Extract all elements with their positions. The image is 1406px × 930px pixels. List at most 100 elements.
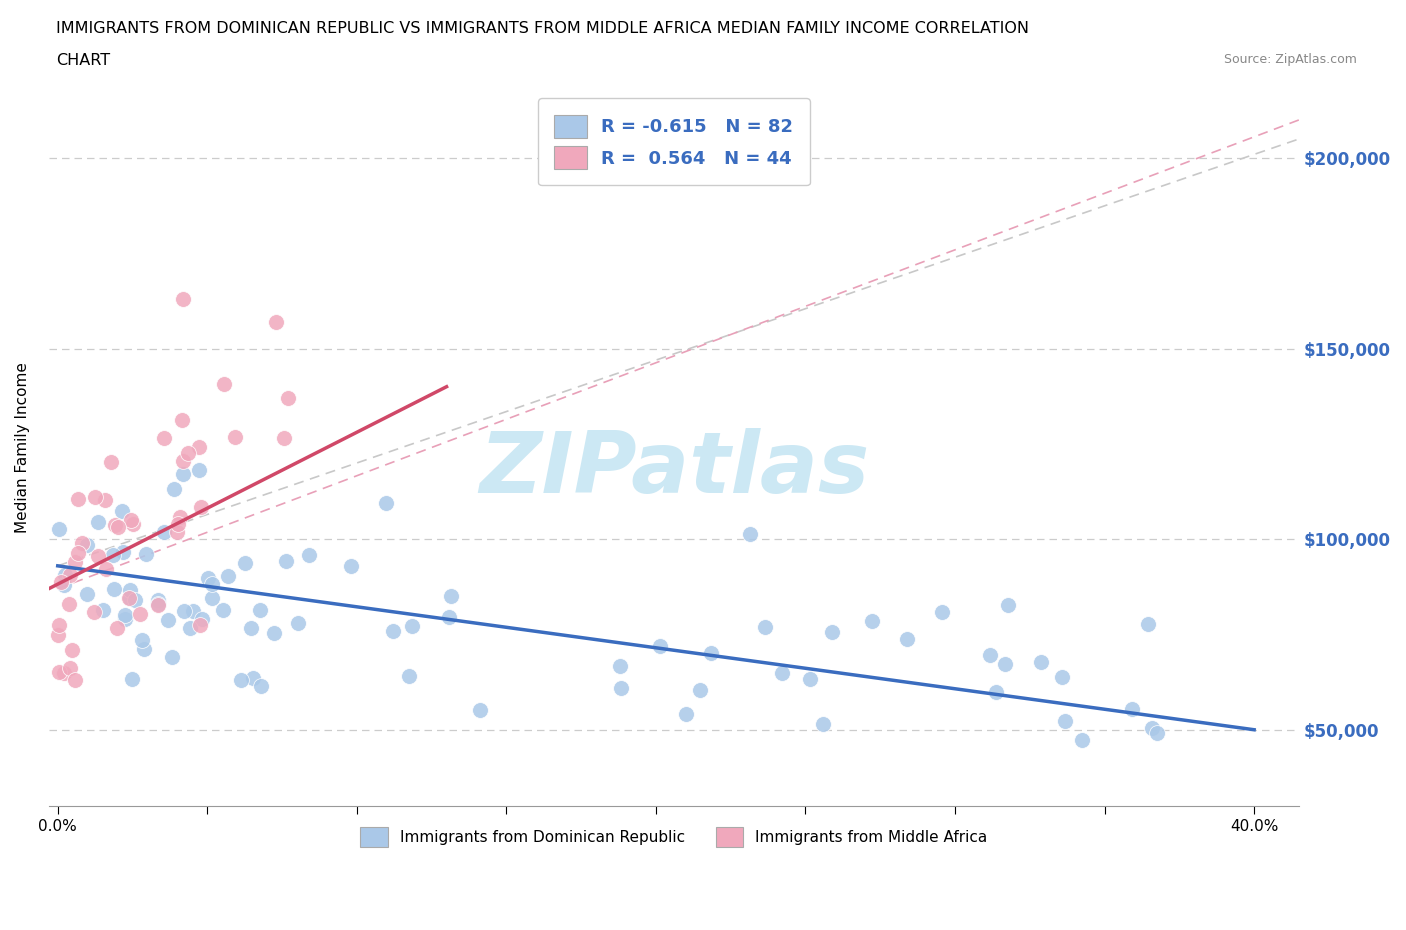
Point <box>609 658 631 673</box>
Point <box>87 549 110 564</box>
Point <box>340 559 363 574</box>
Point <box>675 707 697 722</box>
Point <box>100 455 122 470</box>
Point <box>170 412 193 427</box>
Point <box>1121 701 1143 716</box>
Point <box>59 567 82 582</box>
Point <box>1053 713 1076 728</box>
Point <box>249 603 271 618</box>
Point <box>118 591 141 605</box>
Point <box>188 618 211 632</box>
Point <box>131 632 153 647</box>
Point <box>211 603 233 618</box>
Point <box>401 618 423 633</box>
Point <box>250 679 273 694</box>
Point <box>754 619 776 634</box>
Point <box>648 639 671 654</box>
Point <box>146 596 169 611</box>
Point <box>156 613 179 628</box>
Point <box>132 642 155 657</box>
Point <box>76 538 98 552</box>
Point <box>1146 725 1168 740</box>
Point <box>148 597 170 612</box>
Point <box>191 612 214 627</box>
Point <box>83 604 105 619</box>
Point <box>84 489 107 504</box>
Point <box>201 577 224 591</box>
Point <box>235 556 257 571</box>
Y-axis label: Median Family Income: Median Family Income <box>15 363 30 533</box>
Point <box>166 525 188 539</box>
Point <box>111 503 134 518</box>
Point <box>124 592 146 607</box>
Point <box>298 548 321 563</box>
Point <box>239 620 262 635</box>
Point <box>273 431 295 445</box>
Point <box>799 671 821 686</box>
Point <box>53 567 76 582</box>
Point <box>374 496 396 511</box>
Point <box>229 672 252 687</box>
Point <box>121 671 143 686</box>
Point <box>72 535 94 550</box>
Point <box>103 581 125 596</box>
Text: ZIPatlas: ZIPatlas <box>479 428 869 511</box>
Point <box>181 603 204 618</box>
Point <box>76 587 98 602</box>
Point <box>91 603 114 618</box>
Point <box>103 547 125 562</box>
Point <box>96 562 118 577</box>
Point <box>120 582 142 597</box>
Point <box>201 591 224 605</box>
Point <box>263 625 285 640</box>
Point <box>60 643 83 658</box>
Point <box>48 664 70 679</box>
Point <box>468 702 491 717</box>
Point <box>105 620 128 635</box>
Point <box>187 440 209 455</box>
Point <box>65 672 87 687</box>
Point <box>689 683 711 698</box>
Point <box>51 575 73 590</box>
Point <box>135 546 157 561</box>
Point <box>398 668 420 683</box>
Point <box>67 545 90 560</box>
Point <box>66 491 89 506</box>
Point <box>984 684 1007 699</box>
Point <box>738 527 761 542</box>
Text: IMMIGRANTS FROM DOMINICAN REPUBLIC VS IMMIGRANTS FROM MIDDLE AFRICA MEDIAN FAMIL: IMMIGRANTS FROM DOMINICAN REPUBLIC VS IM… <box>56 21 1029 36</box>
Point <box>162 481 184 496</box>
Point <box>166 517 188 532</box>
Point <box>114 612 136 627</box>
Point <box>188 463 211 478</box>
Point <box>48 618 70 632</box>
Point <box>440 588 463 603</box>
Point <box>770 666 793 681</box>
Point <box>994 657 1017 671</box>
Point <box>242 671 264 685</box>
Point <box>1140 721 1163 736</box>
Point <box>63 555 86 570</box>
Point <box>896 631 918 646</box>
Point <box>52 665 75 680</box>
Point <box>860 614 883 629</box>
Point <box>179 620 201 635</box>
Point <box>287 616 309 631</box>
Point <box>112 545 135 560</box>
Point <box>811 716 834 731</box>
Point <box>217 569 239 584</box>
Point <box>169 510 191 525</box>
Point <box>93 492 115 507</box>
Point <box>700 645 723 660</box>
Text: CHART: CHART <box>56 53 110 68</box>
Point <box>1071 733 1094 748</box>
Point <box>173 604 195 618</box>
Point <box>48 522 70 537</box>
Point <box>274 554 297 569</box>
Point <box>979 647 1001 662</box>
Point <box>997 598 1019 613</box>
Point <box>610 681 633 696</box>
Point <box>176 445 198 460</box>
Point <box>190 500 212 515</box>
Point <box>821 625 844 640</box>
